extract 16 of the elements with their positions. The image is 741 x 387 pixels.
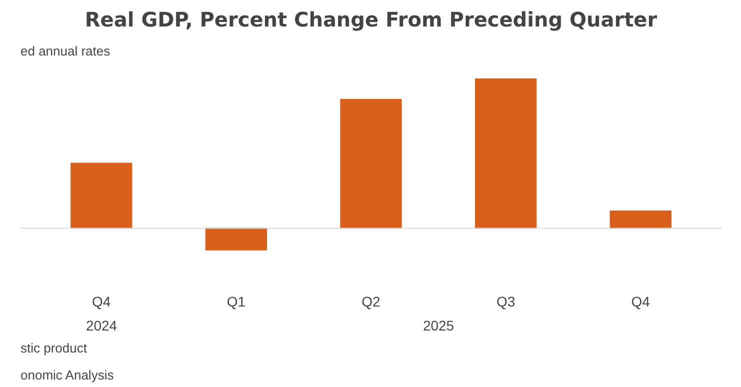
text: 2024 bbox=[86, 318, 118, 334]
bar bbox=[205, 228, 268, 250]
x-tick-label: Q2 bbox=[362, 294, 381, 310]
bar bbox=[474, 78, 537, 229]
bar bbox=[340, 98, 402, 229]
x-tick-label: Q3 bbox=[496, 294, 516, 310]
x-tick-label: Q4 bbox=[92, 294, 111, 310]
text: stic product bbox=[20, 340, 88, 356]
chart-title: Real GDP, Percent Change From Preceding Quarter bbox=[84, 8, 658, 32]
x-tick-label: Q1 bbox=[226, 294, 246, 310]
bar bbox=[610, 210, 672, 229]
chart-subtitle: ed annual rates bbox=[20, 44, 111, 58]
bar bbox=[70, 162, 132, 229]
text: onomic Analysis bbox=[20, 368, 114, 382]
x-tick-label: Q4 bbox=[631, 294, 650, 310]
text: 2025 bbox=[422, 318, 454, 334]
